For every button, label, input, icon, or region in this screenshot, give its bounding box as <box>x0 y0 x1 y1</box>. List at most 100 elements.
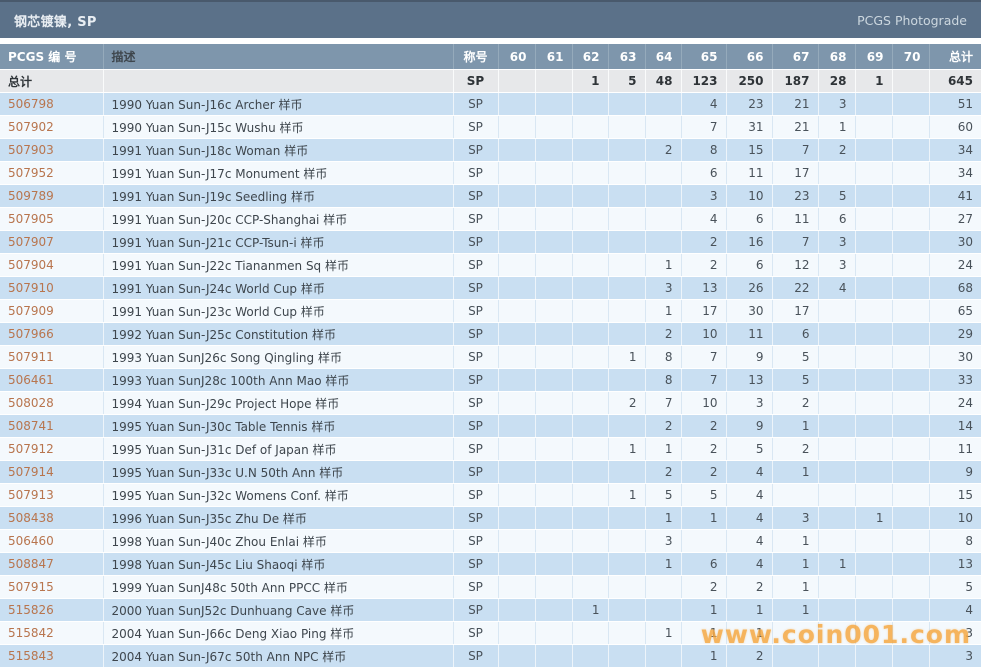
grade-count-cell: 11 <box>726 161 773 185</box>
pcgs-number-link[interactable]: 507907 <box>8 235 54 249</box>
grade-count-cell <box>892 437 930 461</box>
grade-count-cell: 4 <box>681 207 727 231</box>
grade-count-cell: 2 <box>681 230 727 254</box>
pcgs-number-cell: 507952 <box>0 161 104 185</box>
table-row: 508741 1995 Yuan Sun-J30c Table Tennis 样币… <box>0 414 981 438</box>
pcgs-number-cell: 507913 <box>0 483 104 507</box>
pcgs-number-link[interactable]: 509789 <box>8 189 54 203</box>
row-total-cell: 14 <box>929 414 981 438</box>
grade-count-cell: 8 <box>681 138 727 162</box>
grade-count-cell <box>608 414 646 438</box>
designation-cell: SP <box>453 345 499 369</box>
pcgs-number-link[interactable]: 507914 <box>8 465 54 479</box>
pcgs-number-link[interactable]: 507903 <box>8 143 54 157</box>
description-cell: 1995 Yuan Sun-J33c U.N 50th Ann 样币 <box>103 460 454 484</box>
grade-count-cell: 3 <box>818 92 856 116</box>
grade-count-cell: 1 <box>681 644 727 668</box>
grade-count-cell <box>535 437 573 461</box>
grade-count-cell: 7 <box>681 368 727 392</box>
grade-count-cell: 1 <box>818 552 856 576</box>
pcgs-number-link[interactable]: 515842 <box>8 626 54 640</box>
grade-count-cell <box>498 368 536 392</box>
column-header-pcgs-number: PCGS 编 号 <box>0 44 104 70</box>
grade-count-cell <box>608 276 646 300</box>
grade-count-cell <box>608 368 646 392</box>
table-row: 508438 1996 Yuan Sun-J35c Zhu De 样币 SP 1 1 4 3… <box>0 506 981 530</box>
row-total-cell: 4 <box>929 598 981 622</box>
pcgs-photograde-link[interactable]: PCGS Photograde <box>857 12 967 28</box>
grade-count-cell <box>608 115 646 139</box>
grade-count-cell <box>855 138 893 162</box>
column-header-grade-61: 61 <box>535 44 573 70</box>
grade-count-cell <box>572 184 609 208</box>
grade-count-cell: 1 <box>645 299 682 323</box>
pcgs-number-link[interactable]: 508741 <box>8 419 54 433</box>
grade-count-cell <box>535 552 573 576</box>
pcgs-number-link[interactable]: 507902 <box>8 120 54 134</box>
grade-count-cell <box>892 92 930 116</box>
designation-cell: SP <box>453 437 499 461</box>
pcgs-number-cell: 506461 <box>0 368 104 392</box>
column-header-grade-65: 65 <box>681 44 727 70</box>
designation-cell: SP <box>453 322 499 346</box>
pcgs-number-link[interactable]: 507904 <box>8 258 54 272</box>
table-row: 506798 1990 Yuan Sun-J16c Archer 样币 SP 4 23 2… <box>0 92 981 116</box>
grade-count-cell: 1 <box>645 552 682 576</box>
grade-count-cell <box>892 368 930 392</box>
column-header-grade-62: 62 <box>572 44 609 70</box>
grade-count-cell <box>572 506 609 530</box>
pcgs-number-link[interactable]: 507911 <box>8 350 54 364</box>
grade-count-cell: 2 <box>681 575 727 599</box>
grade-count-cell: 17 <box>681 299 727 323</box>
grade-count-cell <box>535 161 573 185</box>
pcgs-number-link[interactable]: 506461 <box>8 373 54 387</box>
pcgs-number-link[interactable]: 515826 <box>8 603 54 617</box>
grade-count-cell <box>535 184 573 208</box>
grade-count-cell <box>892 575 930 599</box>
description-cell: 1993 Yuan SunJ28c 100th Ann Mao 样币 <box>103 368 454 392</box>
grade-count-cell: 11 <box>772 207 819 231</box>
grade-count-cell <box>608 529 646 553</box>
grade-count-cell: 1 <box>681 621 727 645</box>
grade-count-cell <box>855 575 893 599</box>
grade-count-cell <box>608 460 646 484</box>
pcgs-number-link[interactable]: 507915 <box>8 580 54 594</box>
grade-count-cell <box>608 207 646 231</box>
pcgs-number-link[interactable]: 507909 <box>8 304 54 318</box>
totals-grade-count: 5 <box>608 69 646 93</box>
description-cell: 1999 Yuan SunJ48c 50th Ann PPCC 样币 <box>103 575 454 599</box>
grade-count-cell <box>572 529 609 553</box>
grade-count-cell <box>855 207 893 231</box>
table-row: 507913 1995 Yuan Sun-J32c Womens Conf. 样币… <box>0 483 981 507</box>
grade-count-cell: 7 <box>681 115 727 139</box>
grade-count-cell <box>535 391 573 415</box>
pcgs-number-link[interactable]: 508438 <box>8 511 54 525</box>
row-total-cell: 60 <box>929 115 981 139</box>
table-row: 508028 1994 Yuan Sun-J29c Project Hope 样币… <box>0 391 981 415</box>
pcgs-number-link[interactable]: 508028 <box>8 396 54 410</box>
grade-count-cell: 2 <box>681 414 727 438</box>
table-row: 509789 1991 Yuan Sun-J19c Seedling 样币 SP 3 1… <box>0 184 981 208</box>
pcgs-number-link[interactable]: 506460 <box>8 534 54 548</box>
grade-count-cell <box>572 552 609 576</box>
row-total-cell: 11 <box>929 437 981 461</box>
grade-count-cell <box>855 184 893 208</box>
pcgs-number-link[interactable]: 507952 <box>8 166 54 180</box>
pcgs-number-link[interactable]: 507910 <box>8 281 54 295</box>
grade-count-cell: 5 <box>772 368 819 392</box>
pcgs-number-cell: 507904 <box>0 253 104 277</box>
pcgs-number-link[interactable]: 515843 <box>8 649 54 663</box>
pcgs-number-link[interactable]: 506798 <box>8 97 54 111</box>
grade-count-cell: 7 <box>681 345 727 369</box>
column-header-grade-63: 63 <box>608 44 646 70</box>
grade-count-cell <box>645 161 682 185</box>
pcgs-number-link[interactable]: 507913 <box>8 488 54 502</box>
pcgs-number-link[interactable]: 508847 <box>8 557 54 571</box>
pcgs-number-link[interactable]: 507905 <box>8 212 54 226</box>
totals-grade-count <box>535 69 573 93</box>
grade-count-cell <box>498 483 536 507</box>
pcgs-number-link[interactable]: 507966 <box>8 327 54 341</box>
description-cell: 1991 Yuan Sun-J22c Tiananmen Sq 样币 <box>103 253 454 277</box>
pcgs-number-link[interactable]: 507912 <box>8 442 54 456</box>
table-row: 507902 1990 Yuan Sun-J15c Wushu 样币 SP 7 31 21… <box>0 115 981 139</box>
